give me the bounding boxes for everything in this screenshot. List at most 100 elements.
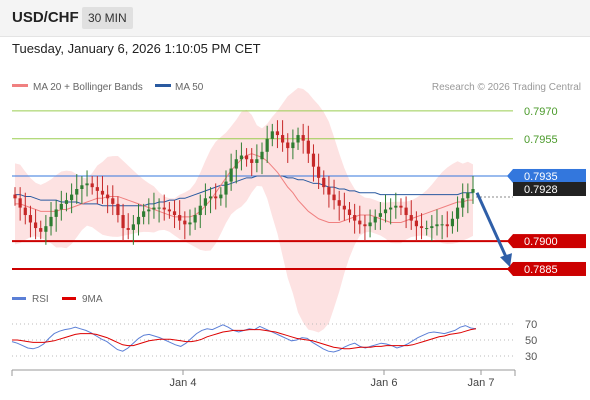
- candle-body: [136, 216, 141, 225]
- candle-body: [126, 228, 130, 230]
- candle-body: [162, 207, 166, 210]
- candle-body: [435, 224, 439, 227]
- candle-body: [445, 224, 449, 227]
- ma50-legend-swatch: [155, 84, 171, 87]
- level-label-0.7955: 0.7955: [524, 134, 558, 146]
- forecast-arrow: [475, 192, 509, 260]
- rsi-legend-label: RSI: [32, 294, 49, 305]
- candle-body: [49, 216, 53, 227]
- ma50-line: [15, 175, 473, 207]
- candle-body: [183, 220, 187, 225]
- candle-body: [378, 213, 382, 217]
- candle-body: [311, 153, 316, 167]
- rsi-legend-swatch: [12, 297, 26, 300]
- level-tag-0.7935: [513, 168, 586, 183]
- candle-body: [64, 200, 69, 204]
- candle-body: [80, 185, 84, 189]
- candle-body: [347, 209, 352, 216]
- rsi-panel: 70 50 30: [11, 319, 537, 363]
- candle-body: [23, 207, 27, 216]
- candle-body: [337, 200, 341, 206]
- candle-body: [121, 215, 125, 229]
- candle-body: [291, 142, 295, 149]
- candle-body: [466, 192, 470, 199]
- candle-body: [193, 215, 197, 223]
- candle-body: [419, 226, 424, 229]
- level-label-0.7900: 0.7900: [524, 236, 558, 248]
- ma20-legend-swatch: [12, 84, 28, 87]
- candle-body: [255, 159, 259, 163]
- time-tick-label: Jan 7: [468, 377, 495, 389]
- candle-body: [224, 181, 228, 195]
- candle-body: [327, 187, 331, 195]
- candle-body: [28, 215, 33, 223]
- forecast-arrow-head: [500, 253, 512, 268]
- chart-header: USD/CHF 30 MIN: [0, 0, 590, 37]
- candle-body: [152, 207, 156, 210]
- candle-body: [95, 187, 99, 191]
- level-label-0.7935: 0.7935: [524, 171, 558, 183]
- candle-body: [270, 131, 274, 139]
- candle-body: [157, 207, 161, 209]
- timeframe-badge[interactable]: 30 MIN: [82, 7, 133, 29]
- candle-body: [399, 205, 403, 208]
- candle-body: [116, 203, 120, 216]
- rsi-tick-70: 70: [525, 319, 537, 331]
- level-tag-0.7900: [513, 234, 586, 249]
- rsi-ma-line: [12, 328, 477, 350]
- candle-body: [358, 220, 362, 225]
- candle-body: [244, 155, 249, 160]
- candle-body: [75, 189, 79, 195]
- candle-body: [342, 205, 346, 210]
- candle-body: [229, 168, 233, 182]
- candle-body: [142, 211, 146, 217]
- candle-body: [70, 194, 74, 201]
- candle-body: [188, 222, 192, 225]
- candle-body: [100, 190, 105, 195]
- candle-body: [306, 140, 310, 154]
- price-panel: 0.7970 0.7955 0.7935 0.7900 0.7885 0.7928: [12, 87, 586, 333]
- rsi-legend: RSI 9MA: [12, 294, 103, 305]
- candle-body: [214, 196, 218, 199]
- candle-body: [203, 198, 208, 206]
- ma20-line: [15, 153, 473, 223]
- candle-body: [234, 159, 238, 169]
- symbol-title: USD/CHF: [12, 9, 79, 26]
- candle-body: [363, 224, 367, 227]
- candle-body: [353, 215, 357, 221]
- rsi-ma-legend-label: 9MA: [82, 294, 103, 305]
- candle-body: [167, 209, 171, 212]
- candle-body: [208, 196, 213, 199]
- candle-body: [430, 226, 434, 229]
- candle-body: [147, 209, 151, 212]
- candle-body: [368, 222, 372, 227]
- time-tick-label: Jan 4: [170, 377, 197, 389]
- last-price-tag: [513, 182, 586, 196]
- candle-body: [239, 155, 244, 160]
- ma20-legend-label: MA 20 + Bollinger Bands: [33, 82, 143, 93]
- candle-body: [296, 135, 300, 143]
- level-label-0.7970: 0.7970: [524, 106, 558, 118]
- candle-body: [39, 228, 43, 232]
- candle-body: [440, 224, 444, 226]
- candle-body: [85, 183, 89, 186]
- level-tag-0.7885: [513, 261, 586, 276]
- candle-body: [90, 183, 94, 188]
- candle-body: [18, 198, 22, 208]
- bollinger-band: [15, 87, 473, 333]
- candle-body: [219, 194, 223, 199]
- rsi-tick-30: 30: [525, 351, 537, 363]
- candle-body: [260, 151, 264, 160]
- candle-body: [461, 198, 465, 208]
- candle-body: [425, 228, 429, 230]
- candle-body: [450, 218, 455, 227]
- candle-body: [250, 159, 254, 163]
- candle-body: [13, 194, 17, 199]
- candle-body: [414, 220, 418, 227]
- last-price-label: 0.7928: [524, 184, 558, 196]
- candle-body: [106, 194, 110, 199]
- candle-body: [280, 135, 285, 143]
- ma50-legend-label: MA 50: [175, 82, 204, 93]
- candle-body: [301, 135, 305, 141]
- candle-body: [178, 215, 182, 221]
